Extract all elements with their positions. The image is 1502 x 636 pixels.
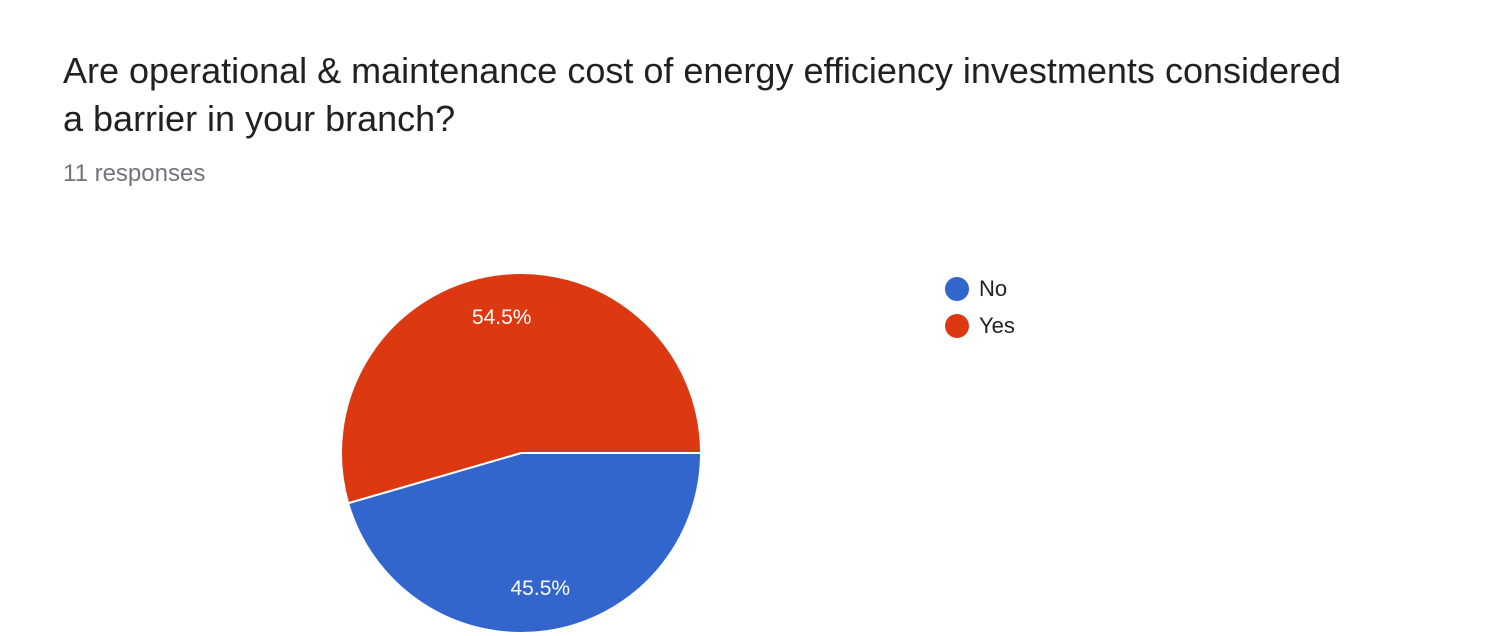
pie-label-yes: 54.5% — [472, 306, 532, 329]
legend-item-no[interactable]: No — [945, 270, 1015, 307]
pie-slices — [340, 272, 703, 634]
response-count: 11 responses — [63, 160, 206, 187]
legend-item-yes[interactable]: Yes — [945, 307, 1015, 344]
legend-swatch-yes — [945, 313, 969, 338]
legend-label-yes: Yes — [979, 312, 1015, 338]
question-title: Are operational & maintenance cost of en… — [63, 50, 1342, 139]
legend: No Yes — [945, 270, 1015, 344]
pie-label-no: 45.5% — [511, 577, 571, 600]
pie-slice-yes[interactable] — [340, 272, 703, 505]
legend-swatch-no — [945, 276, 969, 301]
pie-labels: 45.5% 54.5% — [472, 306, 570, 600]
legend-label-no: No — [979, 275, 1008, 301]
pie-slice-no[interactable] — [346, 452, 703, 634]
